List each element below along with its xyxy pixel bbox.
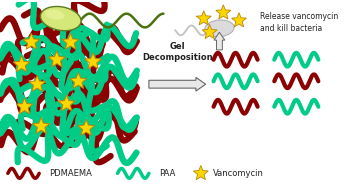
Ellipse shape [205, 20, 234, 37]
Polygon shape [193, 166, 208, 180]
Polygon shape [231, 13, 246, 27]
FancyArrow shape [214, 32, 225, 50]
Polygon shape [48, 51, 65, 67]
Polygon shape [16, 98, 33, 114]
Polygon shape [23, 33, 40, 49]
Text: PDMAEMA: PDMAEMA [49, 169, 92, 178]
Polygon shape [33, 118, 49, 133]
Text: Vancomycin: Vancomycin [213, 169, 263, 178]
Polygon shape [85, 53, 101, 69]
Polygon shape [13, 56, 30, 72]
FancyArrow shape [149, 77, 206, 91]
Polygon shape [196, 11, 211, 25]
Ellipse shape [45, 10, 64, 20]
Text: PAA: PAA [159, 169, 175, 178]
Text: Release vancomycin
and kill bacteria: Release vancomycin and kill bacteria [260, 12, 338, 33]
Polygon shape [29, 75, 46, 91]
Polygon shape [78, 119, 95, 136]
Polygon shape [202, 24, 217, 39]
Text: Gel
Decomposition: Gel Decomposition [142, 42, 213, 62]
Polygon shape [62, 33, 79, 49]
Polygon shape [58, 95, 75, 111]
Polygon shape [70, 72, 87, 88]
Ellipse shape [40, 6, 81, 31]
Polygon shape [216, 5, 231, 19]
